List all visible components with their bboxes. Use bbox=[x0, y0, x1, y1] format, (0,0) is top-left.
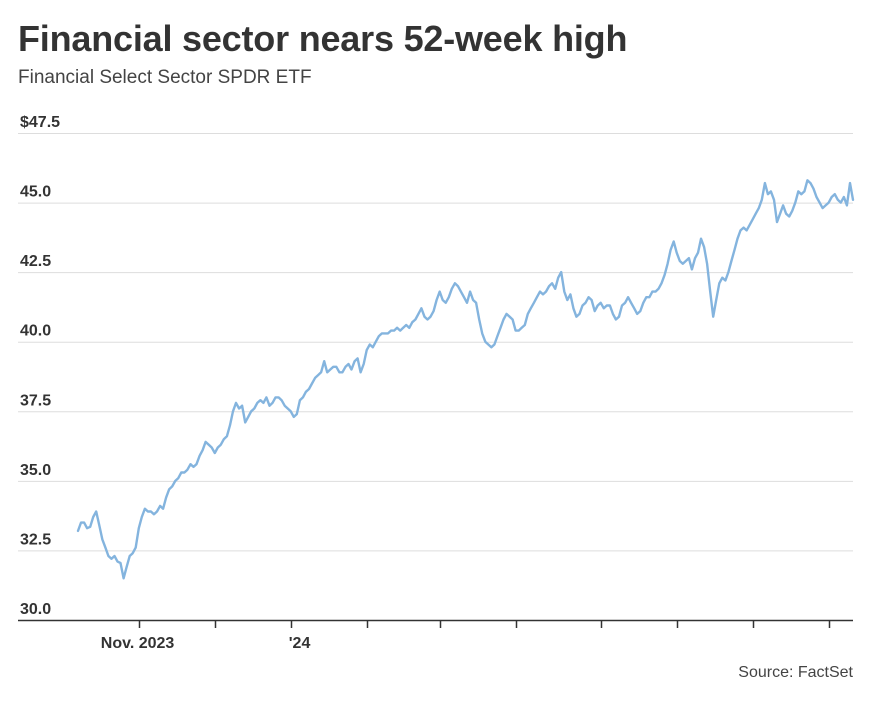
y-tick-label: 42.5 bbox=[20, 253, 51, 270]
chart-subtitle: Financial Select Sector SPDR ETF bbox=[18, 67, 312, 88]
x-axis: Nov. 2023 '24 bbox=[18, 619, 853, 652]
source-note: Source: FactSet bbox=[738, 664, 853, 681]
y-tick-label: 37.5 bbox=[20, 392, 51, 409]
y-axis-tick-labels: 30.0 32.5 35.0 37.5 40.0 42.5 45.0 $47.5 bbox=[20, 114, 60, 618]
chart-title: Financial sector nears 52-week high bbox=[18, 18, 628, 59]
y-tick-label: 32.5 bbox=[20, 531, 51, 548]
y-tick-label: $47.5 bbox=[20, 114, 60, 131]
series-layer bbox=[76, 179, 855, 580]
series-line-xlf bbox=[76, 179, 855, 580]
y-tick-label: 30.0 bbox=[20, 601, 51, 618]
y-tick-label: 35.0 bbox=[20, 462, 51, 479]
y-tick-label: 40.0 bbox=[20, 323, 51, 340]
gridlines bbox=[18, 133, 853, 552]
x-tick-label: '24 bbox=[289, 635, 311, 652]
x-tick-label: Nov. 2023 bbox=[101, 635, 175, 652]
y-tick-label: 45.0 bbox=[20, 184, 51, 201]
